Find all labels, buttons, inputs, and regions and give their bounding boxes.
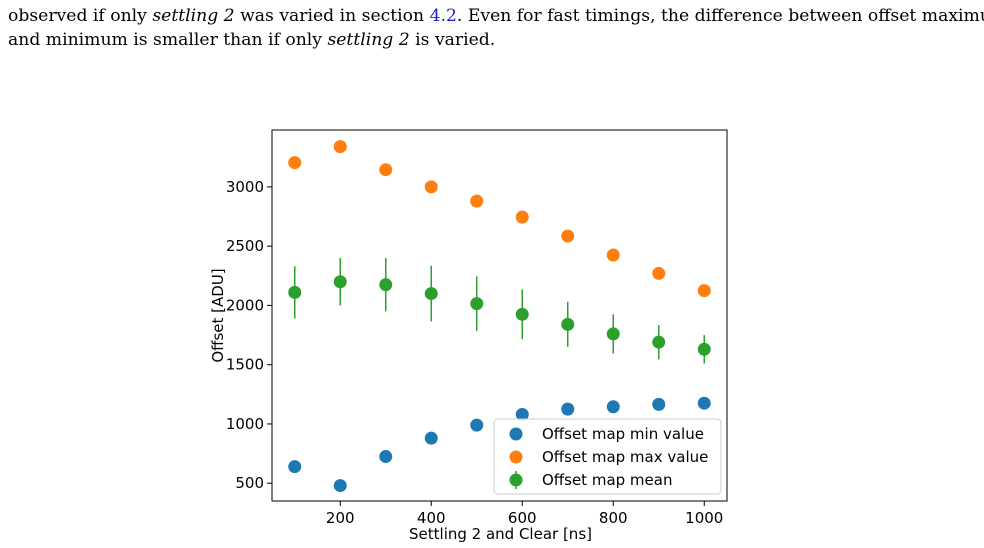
- data-point: [515, 407, 529, 421]
- data-point: [561, 229, 575, 243]
- text-fragment: observed if only: [8, 6, 153, 26]
- data-point: [515, 307, 529, 321]
- emphasis-settling-2: settling 2: [152, 6, 235, 26]
- series-2: [288, 258, 711, 364]
- data-point: [470, 297, 484, 311]
- data-point: [470, 418, 484, 432]
- data-point: [424, 287, 438, 301]
- series-1: [288, 140, 711, 298]
- x-tick-label: 1000: [685, 509, 723, 527]
- legend-marker: [509, 473, 523, 487]
- y-tick-label: 500: [235, 474, 264, 492]
- legend-label: Offset map min value: [542, 425, 704, 443]
- text-fragment: and minimum is smaller than if only: [8, 30, 328, 50]
- data-point: [470, 194, 484, 208]
- paragraph-line-2: and minimum is smaller than if only sett…: [8, 28, 980, 52]
- y-tick-label: 2000: [226, 296, 264, 314]
- data-point: [333, 140, 347, 154]
- data-point: [379, 163, 393, 177]
- axes-group: 200 400 600 800 1000 500 1000 1500 2000 2500 3000 S…: [209, 129, 728, 543]
- legend-box: [493, 418, 722, 495]
- data-point: [561, 402, 575, 416]
- data-point: [288, 285, 302, 299]
- y-tick-label: 1000: [226, 415, 264, 433]
- x-tick-label: 800: [599, 509, 628, 527]
- data-point: [288, 460, 302, 474]
- plot-frame: [271, 129, 728, 502]
- y-tick-label: 3000: [226, 178, 264, 196]
- x-tick-label: 400: [417, 509, 446, 527]
- data-point: [424, 180, 438, 194]
- data-point: [652, 397, 666, 411]
- data-point: [379, 450, 393, 464]
- data-point: [288, 156, 302, 170]
- data-point: [379, 278, 393, 292]
- data-point: [606, 400, 620, 414]
- data-point: [652, 335, 666, 349]
- data-point: [697, 342, 711, 356]
- data-point: [606, 248, 620, 262]
- legend-label: Offset map mean: [542, 471, 672, 489]
- x-tick-label: 200: [326, 509, 355, 527]
- marks-group: [288, 140, 711, 493]
- data-point: [333, 479, 347, 493]
- data-point: [652, 266, 666, 280]
- body-paragraph: observed if only settling 2 was varied i…: [8, 4, 984, 52]
- legend-marker: [509, 450, 523, 464]
- data-point: [697, 396, 711, 410]
- data-point: [606, 327, 620, 341]
- text-fragment: is varied.: [409, 30, 496, 50]
- paragraph-line-1: observed if only settling 2 was varied i…: [8, 4, 984, 28]
- data-point: [697, 284, 711, 298]
- data-point: [561, 317, 575, 331]
- section-reference-link[interactable]: 4.2: [429, 6, 457, 26]
- text-fragment: was varied in section: [234, 6, 430, 26]
- legend-marker: [509, 427, 523, 441]
- data-point: [424, 431, 438, 445]
- emphasis-settling-2: settling 2: [327, 30, 410, 50]
- y-tick-label: 2500: [226, 237, 264, 255]
- y-axis-label: Offset [ADU]: [209, 268, 227, 362]
- y-tick-label: 1500: [226, 356, 264, 374]
- series-0: [288, 396, 711, 493]
- data-point: [333, 275, 347, 289]
- x-tick-label: 600: [508, 509, 537, 527]
- legend-label: Offset map max value: [542, 448, 708, 466]
- legend: Offset map min value Offset map max value…: [493, 418, 722, 495]
- data-point: [515, 210, 529, 224]
- x-axis-label: Settling 2 and Clear [ns]: [409, 525, 592, 543]
- text-fragment: . Even for fast timings, the difference …: [456, 6, 984, 26]
